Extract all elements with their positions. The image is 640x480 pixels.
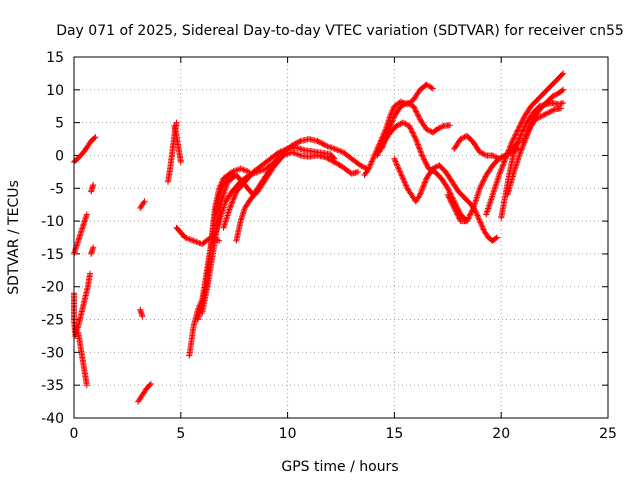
y-tick-label: -5 xyxy=(50,181,64,197)
y-tick-label: 15 xyxy=(46,50,64,66)
y-tick-label: 5 xyxy=(55,116,64,132)
series-markers xyxy=(519,105,564,146)
y-tick-label: -30 xyxy=(41,345,64,361)
y-tick-label: -15 xyxy=(41,247,64,263)
series-markers xyxy=(88,244,97,257)
series-markers xyxy=(137,198,148,211)
y-tick-label: -10 xyxy=(41,214,64,230)
series-arc27 xyxy=(483,70,567,218)
series-arc30 xyxy=(519,105,564,146)
series-markers xyxy=(374,119,470,225)
plot-frame xyxy=(73,56,609,419)
y-tick-label: -20 xyxy=(41,280,64,296)
series-arc22 xyxy=(374,119,470,225)
series-markers xyxy=(220,144,338,231)
x-tick-label: 10 xyxy=(279,426,297,442)
series-markers xyxy=(233,149,362,244)
series-arc10 xyxy=(135,380,154,405)
y-tick-label: -35 xyxy=(41,378,64,394)
x-tick-label: 0 xyxy=(70,426,79,442)
series-markers xyxy=(468,201,500,244)
series-arc9 xyxy=(137,306,146,320)
x-tick-label: 5 xyxy=(176,426,185,442)
axis-ticks: 0 5 10 15 20 25 -40 -35 -30 -25 -20 -15 -10 -5 0 5 10 15 xyxy=(41,50,617,442)
series-markers xyxy=(88,182,97,195)
series-markers xyxy=(171,122,184,165)
series-markers xyxy=(137,306,146,320)
series-markers xyxy=(135,380,154,405)
series-markers xyxy=(72,270,93,339)
series-arc6 xyxy=(88,182,97,195)
y-tick-label: -40 xyxy=(41,411,64,427)
series-arc5 xyxy=(72,270,93,339)
series-arc18 xyxy=(220,144,338,231)
series-arc12 xyxy=(171,122,184,165)
y-tick-label: 10 xyxy=(46,83,64,99)
x-axis-label: GPS time / hours xyxy=(281,459,398,475)
series-arc23 xyxy=(391,155,475,208)
series-arc8 xyxy=(137,198,148,211)
series-arc19 xyxy=(233,149,362,244)
series-arc7 xyxy=(88,244,97,257)
x-tick-label: 15 xyxy=(385,426,403,442)
y-tick-label: 0 xyxy=(55,148,64,164)
x-tick-label: 20 xyxy=(492,426,510,442)
series-markers xyxy=(483,70,567,218)
x-tick-label: 25 xyxy=(599,426,617,442)
y-tick-label: -25 xyxy=(41,313,64,329)
chart-title: Day 071 of 2025, Sidereal Day-to-day VTE… xyxy=(56,23,624,39)
series-arc26 xyxy=(468,201,500,244)
y-axis-label: SDTVAR / TECUs xyxy=(6,180,22,295)
series-markers xyxy=(391,155,475,208)
